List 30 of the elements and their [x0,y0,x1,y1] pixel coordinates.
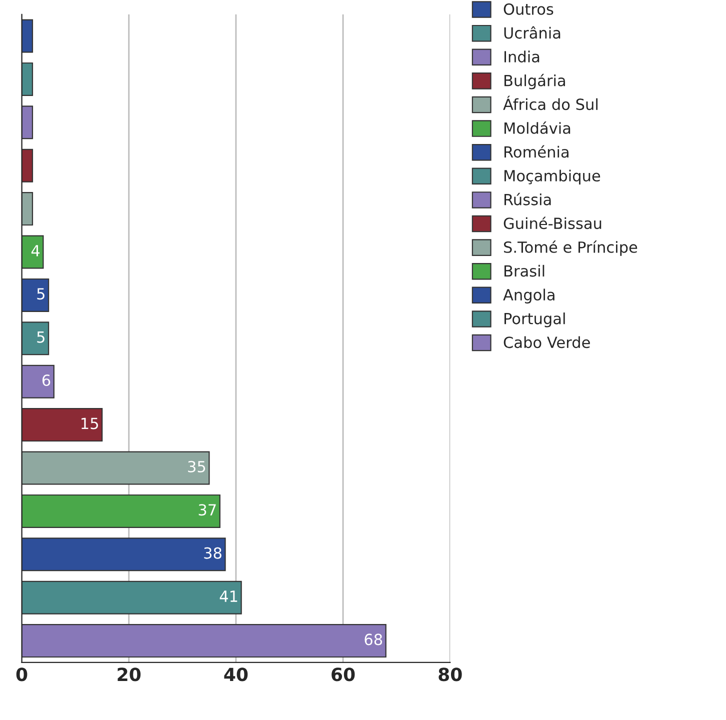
data-label: 4 [31,245,40,256]
data-label: 68 [364,634,382,646]
legend-label: India [504,50,540,63]
data-label: 5 [37,288,44,300]
legend-label: Outros [504,3,554,15]
legend-label: S.Tomé e Príncipe [504,240,638,256]
legend-label: Guiné-Bissau [504,216,602,230]
data-label: 35 [188,460,206,472]
legend-label: Ucrânia [504,26,560,39]
legend-label: Moçambique [504,170,600,184]
legend-label: Bulgária [504,74,565,90]
x-tick-label: 20 [118,668,141,682]
data-label: 37 [198,504,216,516]
data-label: 6 [42,374,50,386]
legend-label: Rússia [504,192,551,206]
x-tick-label: 0 [16,668,28,682]
data-label: 38 [204,547,222,559]
data-label: 15 [82,418,98,430]
x-tick-label: 40 [224,668,248,682]
data-label: 5 [37,331,44,343]
legend-label: África do Sul [503,96,598,110]
legend-label: Moldávia [504,121,570,134]
legend-label: Angola [503,288,554,304]
x-tick-label: 60 [332,668,355,682]
x-tick-label: 80 [438,668,462,682]
legend-label: Roménia [504,145,568,158]
legend-label: Portugal [504,312,565,328]
data-label: 41 [220,590,238,602]
legend-label: Brasil [504,264,544,277]
legend-label: Cabo Verde [504,336,590,348]
